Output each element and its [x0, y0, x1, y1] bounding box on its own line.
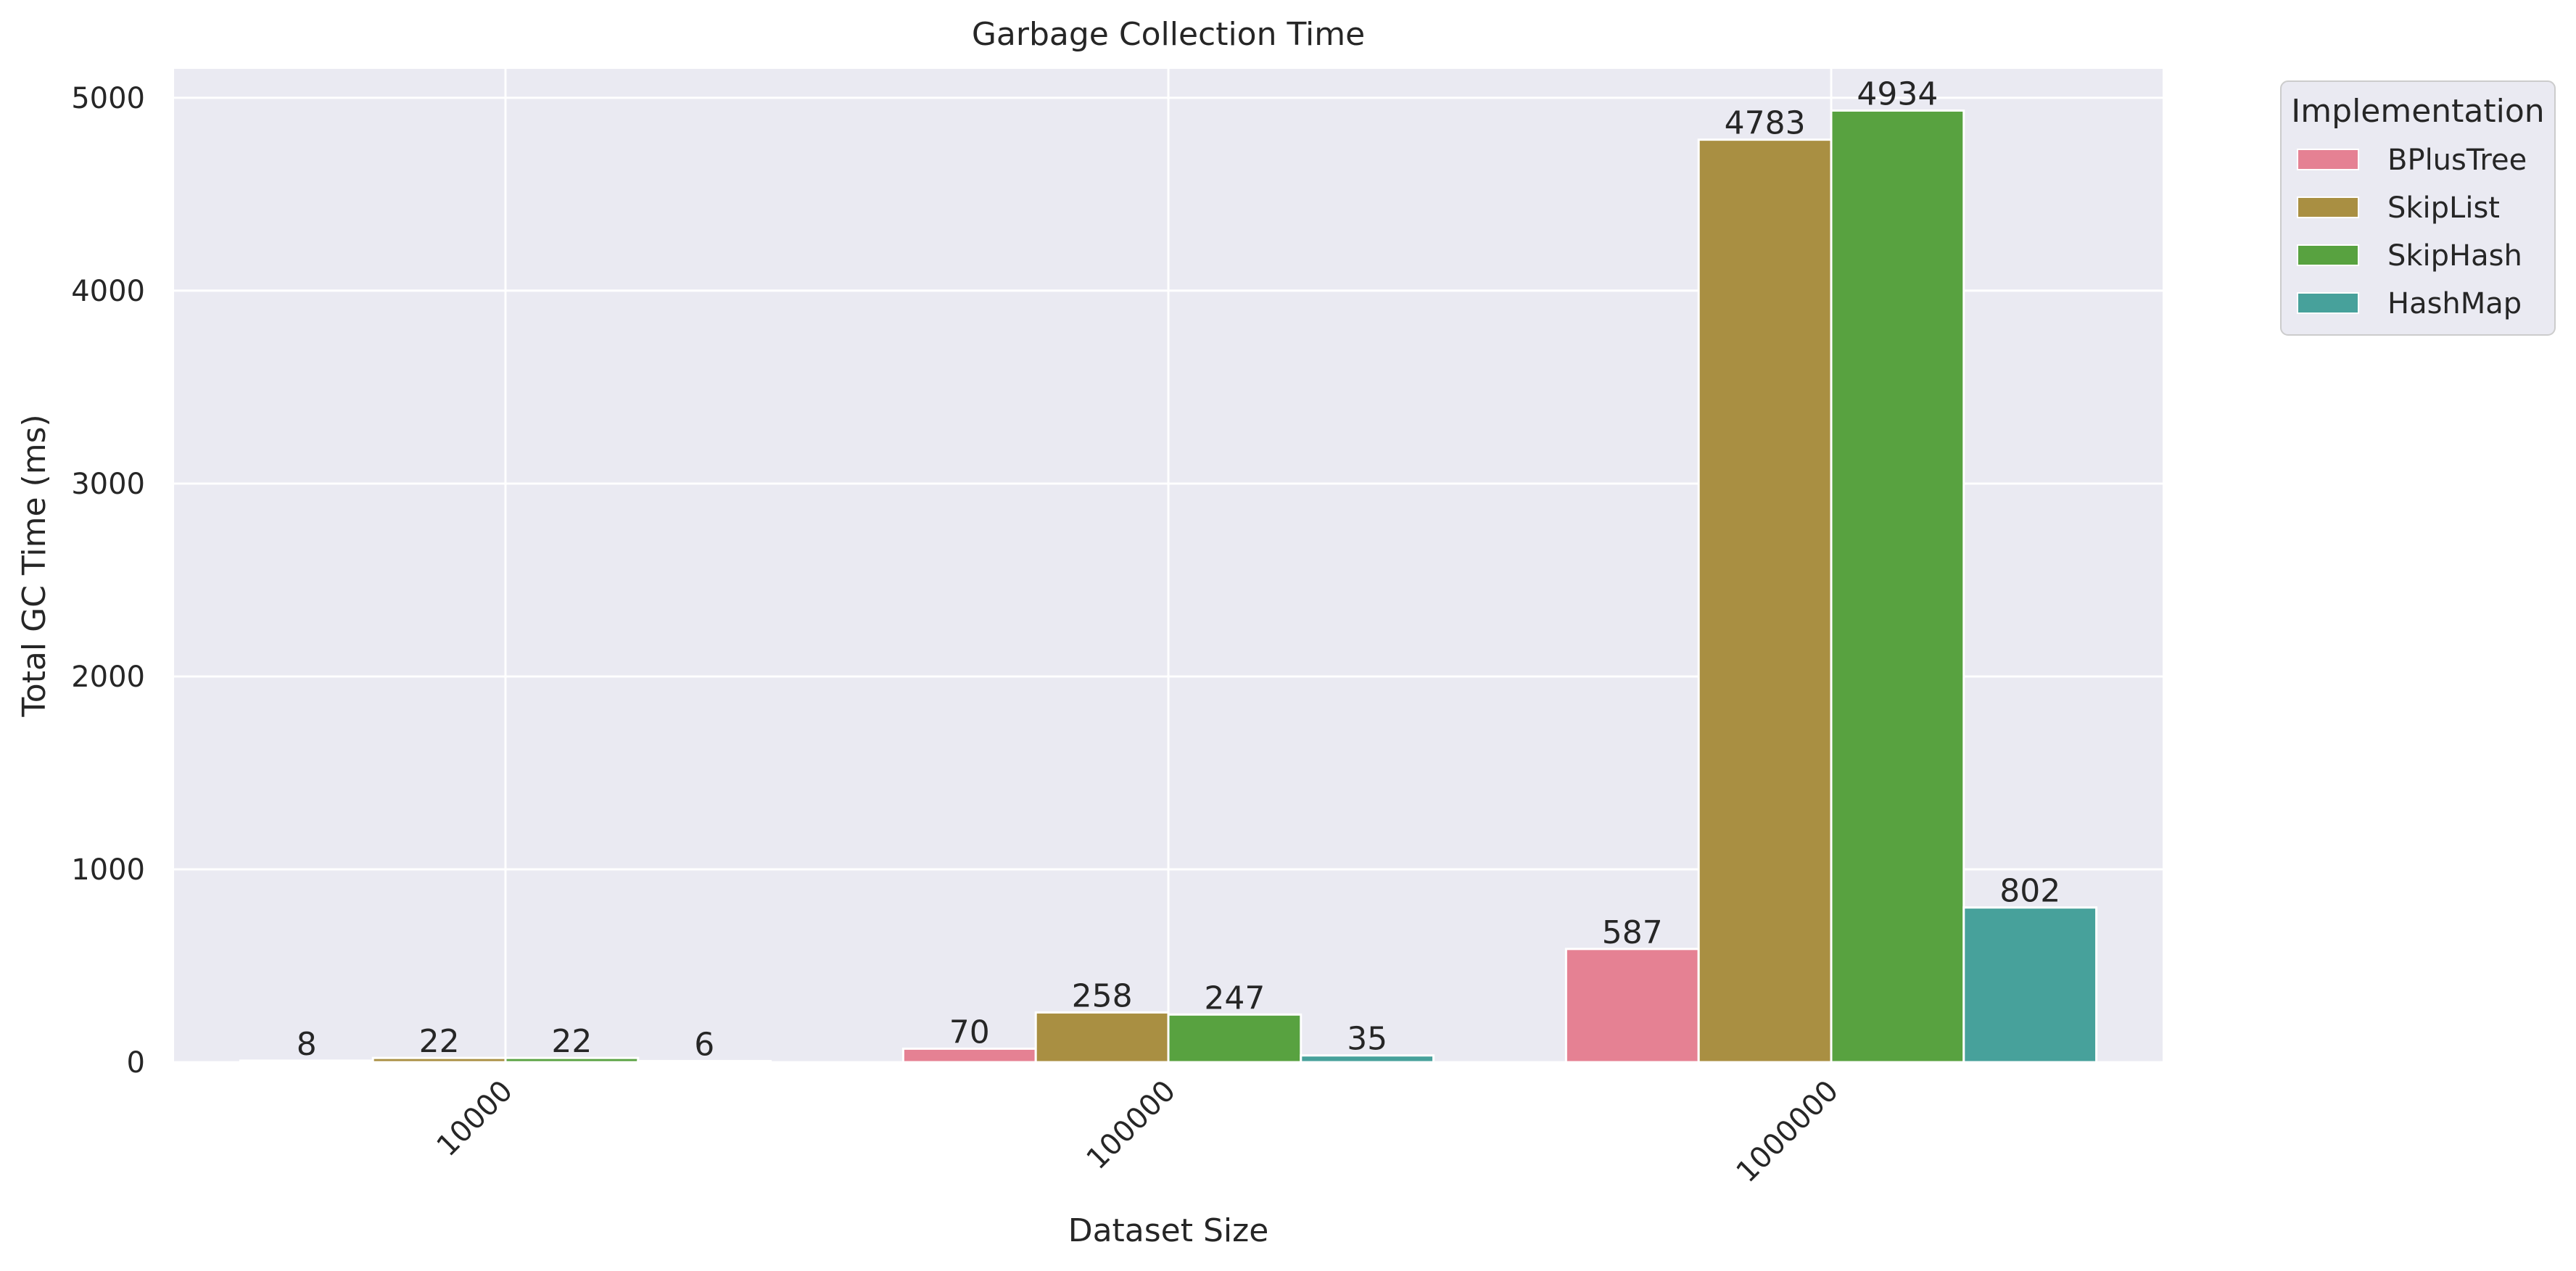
bar-skiplist — [1034, 1011, 1170, 1064]
bar-value-label: 802 — [1999, 873, 2060, 910]
y-tick-label: 1000 — [71, 853, 145, 887]
legend-label: SkipHash — [2387, 239, 2522, 273]
x-tick-label: 10000 — [431, 1075, 520, 1164]
y-tick-label: 5000 — [71, 82, 145, 115]
bar-value-label: 4934 — [1857, 75, 1938, 112]
y-tick-labels: 0 1000 2000 3000 4000 5000 — [71, 82, 145, 1080]
bar-value-label: 258 — [1072, 977, 1133, 1014]
bar-hashmap — [1300, 1054, 1435, 1064]
bar-skiphash — [1167, 1013, 1303, 1064]
x-tick-labels: 10000 100000 1000000 — [431, 1075, 1846, 1190]
bar-value-label: 22 — [419, 1023, 460, 1060]
x-axis-label: Dataset Size — [1068, 1212, 1269, 1249]
bar-value-label: 6 — [694, 1026, 714, 1063]
bar-hashmap — [1962, 906, 2098, 1064]
legend: Implementation BPlusTree SkipList SkipHash… — [2280, 80, 2556, 336]
bar-value-label: 70 — [949, 1014, 990, 1051]
legend-swatch — [2297, 244, 2359, 266]
y-tick-label: 4000 — [71, 275, 145, 308]
chart-title: Garbage Collection Time — [972, 16, 1365, 53]
bar-hashmap — [637, 1059, 772, 1064]
legend-items: BPlusTree SkipList SkipHash HashMap — [2297, 144, 2527, 320]
bars-group — [239, 109, 2098, 1064]
bar-value-label: 4783 — [1725, 105, 1806, 142]
bar-skiplist — [1697, 138, 1833, 1064]
bar-value-label: 35 — [1347, 1021, 1387, 1058]
legend-label: SkipList — [2387, 191, 2500, 225]
legend-label: BPlusTree — [2387, 144, 2527, 177]
legend-swatch — [2297, 149, 2359, 170]
y-axis-label: Total GC Time (ms) — [16, 414, 53, 717]
legend-frame — [2280, 80, 2556, 336]
bar-labels-group: 8 70 587 22 258 4783 22 247 4934 6 35 802 — [297, 75, 2060, 1063]
legend-swatch — [2297, 196, 2359, 218]
bar-skiphash — [1830, 109, 1965, 1064]
y-tick-label: 3000 — [71, 468, 145, 501]
bar-bplustree — [1564, 948, 1700, 1064]
bar-value-label: 587 — [1602, 914, 1663, 951]
y-tick-label: 0 — [127, 1046, 145, 1080]
x-tick-label: 1000000 — [1730, 1075, 1846, 1190]
bar-value-label: 8 — [297, 1026, 317, 1063]
y-tick-label: 2000 — [71, 661, 145, 694]
legend-label: HashMap — [2387, 287, 2522, 320]
legend-title: Implementation — [2291, 93, 2544, 130]
x-tick-label: 100000 — [1081, 1075, 1183, 1177]
legend-swatch — [2297, 292, 2359, 314]
bar-value-label: 247 — [1204, 980, 1265, 1017]
bar-value-label: 22 — [551, 1023, 592, 1060]
